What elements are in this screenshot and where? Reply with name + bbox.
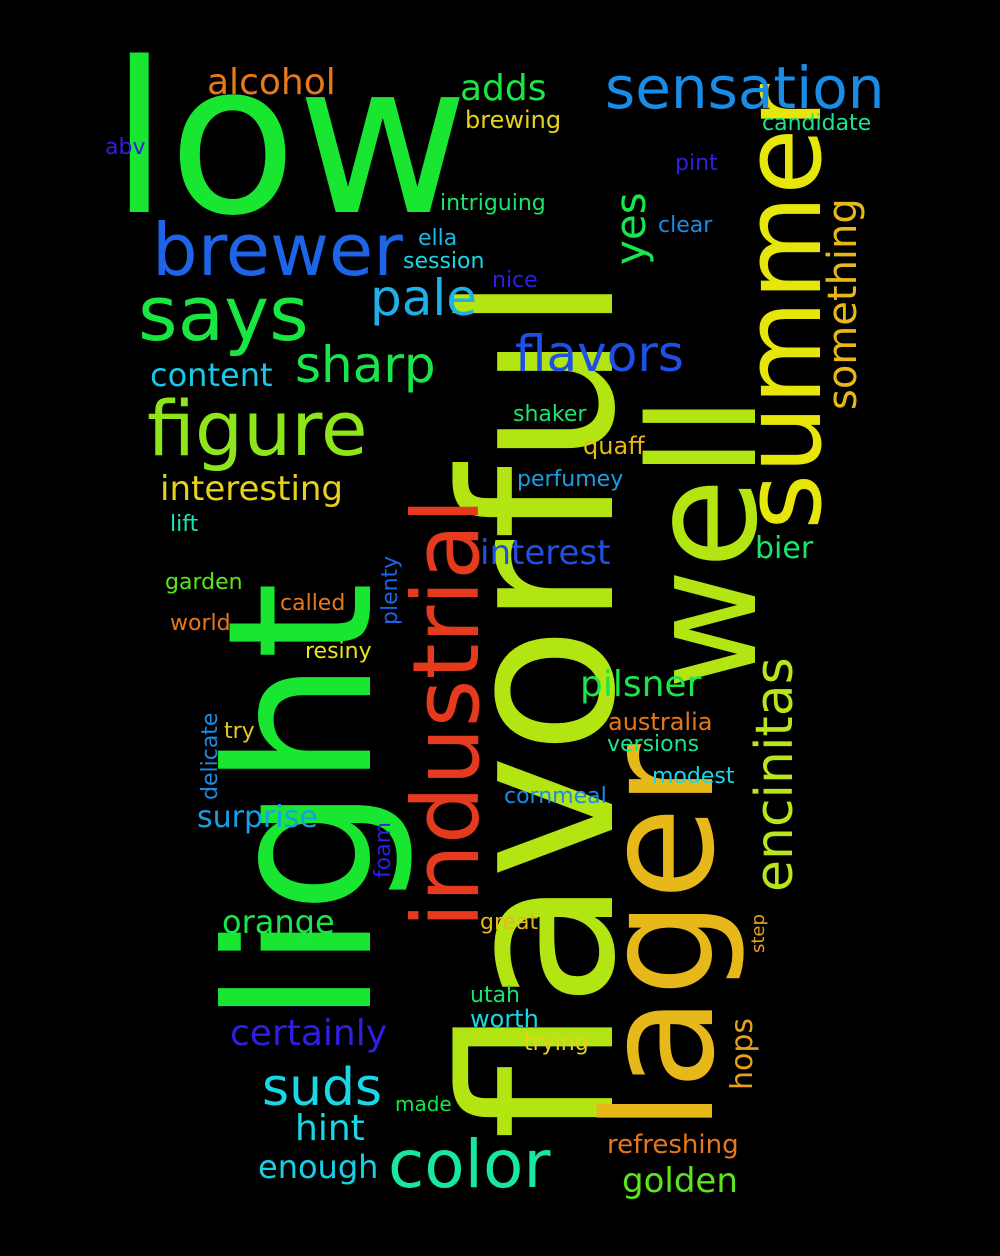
word-sharp: sharp <box>295 336 436 394</box>
word-lift: lift <box>170 512 199 537</box>
word-step: step <box>748 914 769 953</box>
word-hint: hint <box>295 1108 365 1149</box>
word-ella: ella <box>418 226 457 251</box>
word-quaff: quaff <box>583 432 645 460</box>
word-clear: clear <box>658 213 713 238</box>
word-industrial: industrial <box>393 498 500 928</box>
word-pale: pale <box>370 269 477 327</box>
word-cornmeal: cornmeal <box>504 784 607 809</box>
word-certainly: certainly <box>230 1013 387 1054</box>
word-flavorful: flavorful <box>417 275 662 1140</box>
word-candidate: candidate <box>762 111 871 136</box>
word-shaker: shaker <box>513 402 587 427</box>
word-world: world <box>170 611 231 636</box>
word-hops: hops <box>725 1018 760 1090</box>
word-color: color <box>388 1126 551 1203</box>
word-pilsner: pilsner <box>580 664 702 705</box>
word-encinitas: encinitas <box>745 657 805 892</box>
word-resiny: resiny <box>305 639 372 664</box>
word-trying: trying <box>524 1031 589 1056</box>
word-alcohol: alcohol <box>207 62 336 103</box>
word-foam: foam <box>371 822 396 878</box>
word-figure: figure <box>147 384 368 473</box>
word-nice: nice <box>492 268 538 293</box>
word-pint: pint <box>675 151 718 176</box>
word-interest: interest <box>480 533 610 573</box>
word-abv: abv <box>105 135 145 160</box>
word-plenty: plenty <box>378 556 403 625</box>
word-suds: suds <box>262 1058 382 1118</box>
word-light: light <box>185 582 418 1025</box>
word-session: session <box>403 249 484 274</box>
word-orange: orange <box>222 903 335 941</box>
word-summer: summer <box>721 83 846 530</box>
word-adds: adds <box>460 68 547 109</box>
word-utah: utah <box>470 983 520 1008</box>
word-low: low <box>110 17 469 262</box>
word-well: well <box>618 396 790 690</box>
word-intriguing: intriguing <box>440 191 546 216</box>
word-worth: worth <box>470 1005 539 1033</box>
word-garden: garden <box>165 570 243 595</box>
word-interesting: interesting <box>160 469 343 509</box>
word-surprise: surprise <box>197 800 318 835</box>
word-yes: yes <box>606 192 655 265</box>
word-bier: bier <box>755 531 814 566</box>
word-golden: golden <box>622 1161 738 1201</box>
word-made: made <box>395 1092 452 1116</box>
word-great: great <box>480 910 539 935</box>
word-sensation: sensation <box>605 54 885 122</box>
word-try: try <box>224 719 255 744</box>
word-something: something <box>820 198 866 410</box>
word-refreshing: refreshing <box>607 1130 739 1160</box>
word-modest: modest <box>652 764 735 789</box>
word-delicate: delicate <box>198 713 223 800</box>
word-perfumey: perfumey <box>517 467 623 492</box>
word-content: content <box>150 356 273 394</box>
word-lager: lager <box>571 744 748 1132</box>
word-flavors: flavors <box>515 325 684 383</box>
word-australia: australia <box>608 708 712 736</box>
word-brewing: brewing <box>465 106 561 134</box>
word-called: called <box>280 591 345 616</box>
word-versions: versions <box>607 732 699 757</box>
word-enough: enough <box>258 1148 378 1186</box>
word-says: says <box>138 269 309 358</box>
word-brewer: brewer <box>152 208 403 292</box>
